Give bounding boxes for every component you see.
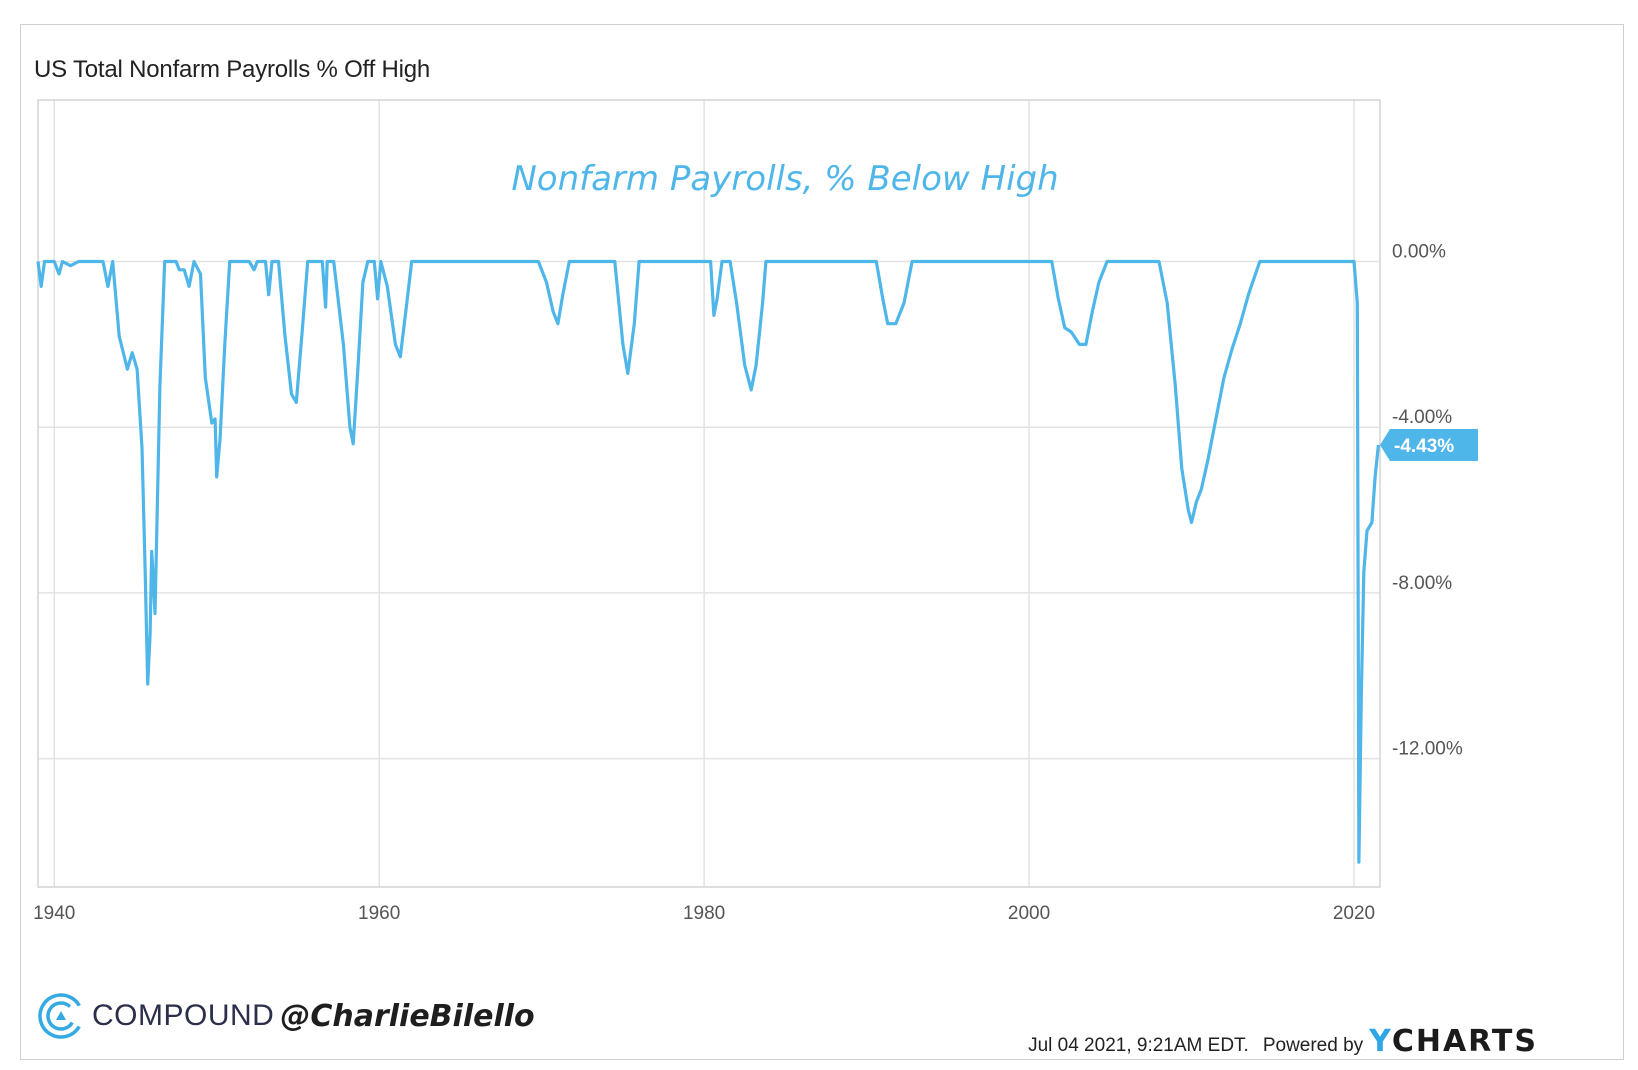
ycharts-logo[interactable]: YCHARTS <box>1369 1024 1538 1059</box>
y-tick-label: 0.00% <box>1392 242 1446 263</box>
y-tick-label: -4.00% <box>1392 407 1452 428</box>
chart-frame <box>20 24 1624 1060</box>
x-tick-label: 2000 <box>1008 903 1050 924</box>
author-handle: @CharlieBilello <box>280 998 535 1034</box>
powered-by-label: Powered by <box>1262 1035 1364 1056</box>
x-tick-label: 1940 <box>33 903 75 924</box>
chart-title: US Total Nonfarm Payrolls % Off High <box>34 56 431 83</box>
x-axis-ticks: 1940 1960 1980 2000 2020 <box>33 903 1375 924</box>
chart-annotation: Nonfarm Payrolls, % Below High <box>511 159 1058 199</box>
ycharts-logo-y: Y <box>1369 1024 1392 1059</box>
timestamp: Jul 04 2021, 9:21AM EDT. <box>1028 1035 1249 1056</box>
ycharts-logo-text: CHARTS <box>1391 1024 1538 1059</box>
y-axis-ticks: 0.00% -4.00% -8.00% -12.00% <box>1392 242 1463 760</box>
last-value-label: -4.43% <box>1394 436 1454 457</box>
source-footer: Jul 04 2021, 9:21AM EDT. Powered by YCHA… <box>1028 1024 1538 1059</box>
x-tick-label: 1960 <box>358 903 400 924</box>
y-tick-label: -8.00% <box>1392 573 1452 594</box>
plot-border <box>37 99 1381 888</box>
x-tick-label: 2020 <box>1333 903 1375 924</box>
brand-footer: COMPOUND @CharlieBilello <box>36 990 535 1042</box>
last-value-badge-shape <box>1380 429 1478 462</box>
y-tick-label: -12.00% <box>1392 739 1463 760</box>
compound-logo-icon <box>38 993 84 1039</box>
x-tick-label: 1980 <box>683 903 725 924</box>
last-value-badge: -4.43% <box>1380 429 1478 462</box>
series-line <box>36 259 1380 864</box>
grid-lines <box>38 100 1380 887</box>
brand-name: COMPOUND <box>92 999 275 1032</box>
